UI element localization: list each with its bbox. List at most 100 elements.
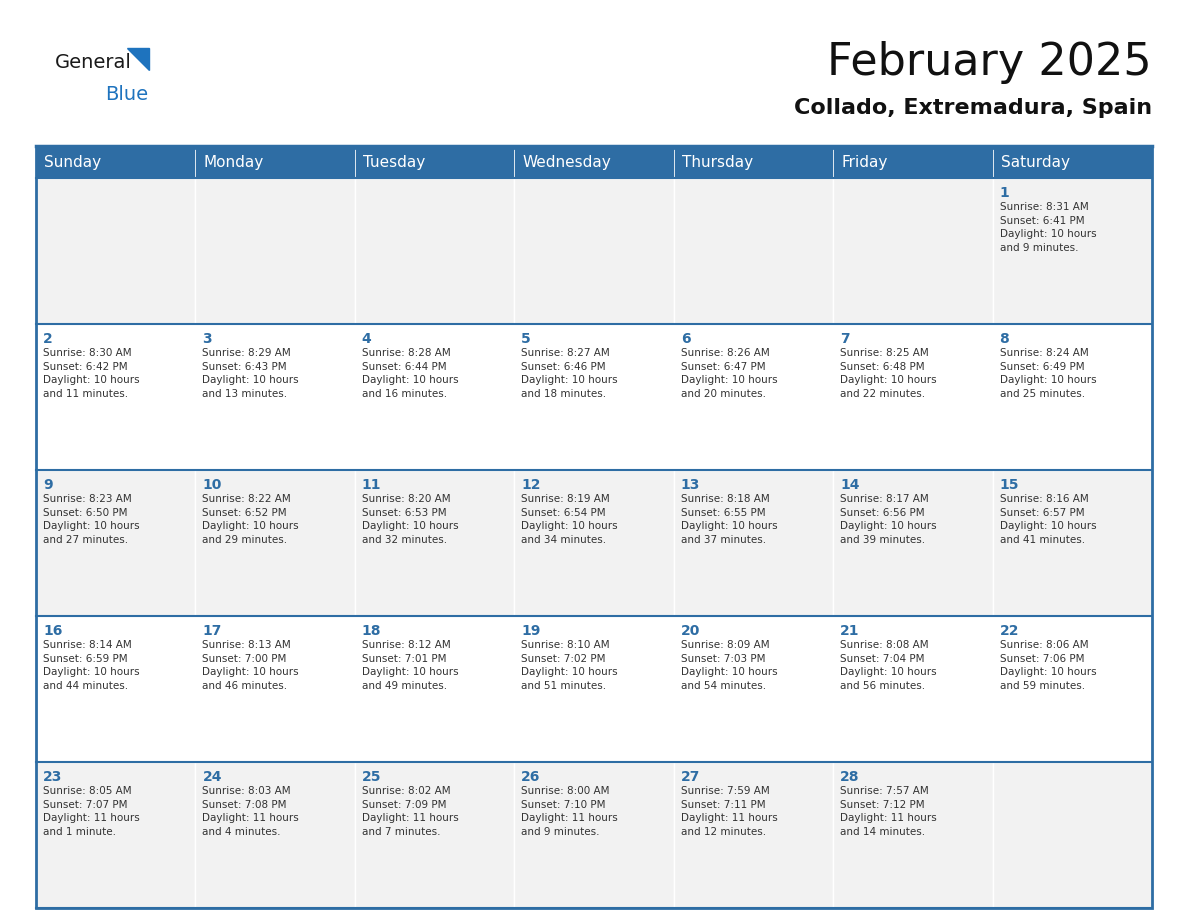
- Text: Monday: Monday: [203, 155, 264, 171]
- Bar: [833, 470, 992, 616]
- Text: Collado, Extremadura, Spain: Collado, Extremadura, Spain: [794, 98, 1152, 118]
- Text: 9: 9: [43, 478, 52, 492]
- Text: 6: 6: [681, 332, 690, 346]
- Text: 12: 12: [522, 478, 541, 492]
- Bar: [196, 616, 355, 762]
- Text: Sunrise: 8:27 AM
Sunset: 6:46 PM
Daylight: 10 hours
and 18 minutes.: Sunrise: 8:27 AM Sunset: 6:46 PM Dayligh…: [522, 348, 618, 398]
- Bar: [514, 324, 674, 470]
- Text: 16: 16: [43, 624, 63, 638]
- Bar: [355, 616, 514, 762]
- Bar: [674, 148, 833, 178]
- Text: February 2025: February 2025: [827, 40, 1152, 84]
- Text: Sunrise: 8:23 AM
Sunset: 6:50 PM
Daylight: 10 hours
and 27 minutes.: Sunrise: 8:23 AM Sunset: 6:50 PM Dayligh…: [43, 494, 140, 544]
- Bar: [514, 470, 674, 616]
- Text: Sunrise: 8:13 AM
Sunset: 7:00 PM
Daylight: 10 hours
and 46 minutes.: Sunrise: 8:13 AM Sunset: 7:00 PM Dayligh…: [202, 640, 299, 691]
- Text: 25: 25: [362, 770, 381, 784]
- Text: 20: 20: [681, 624, 700, 638]
- Text: 18: 18: [362, 624, 381, 638]
- Bar: [992, 148, 1152, 178]
- Text: 14: 14: [840, 478, 860, 492]
- Text: Sunrise: 8:17 AM
Sunset: 6:56 PM
Daylight: 10 hours
and 39 minutes.: Sunrise: 8:17 AM Sunset: 6:56 PM Dayligh…: [840, 494, 937, 544]
- Text: Sunrise: 8:22 AM
Sunset: 6:52 PM
Daylight: 10 hours
and 29 minutes.: Sunrise: 8:22 AM Sunset: 6:52 PM Dayligh…: [202, 494, 299, 544]
- Bar: [674, 324, 833, 470]
- Bar: [355, 148, 514, 178]
- Bar: [992, 178, 1152, 324]
- Bar: [833, 148, 992, 178]
- Text: Sunrise: 8:10 AM
Sunset: 7:02 PM
Daylight: 10 hours
and 51 minutes.: Sunrise: 8:10 AM Sunset: 7:02 PM Dayligh…: [522, 640, 618, 691]
- Bar: [833, 178, 992, 324]
- Bar: [196, 470, 355, 616]
- Text: Sunrise: 8:02 AM
Sunset: 7:09 PM
Daylight: 11 hours
and 7 minutes.: Sunrise: 8:02 AM Sunset: 7:09 PM Dayligh…: [362, 786, 459, 837]
- Bar: [196, 762, 355, 908]
- Text: 19: 19: [522, 624, 541, 638]
- Text: Blue: Blue: [105, 84, 148, 104]
- Bar: [514, 616, 674, 762]
- Bar: [36, 178, 196, 324]
- Text: 27: 27: [681, 770, 700, 784]
- Bar: [196, 148, 355, 178]
- Text: Sunrise: 8:20 AM
Sunset: 6:53 PM
Daylight: 10 hours
and 32 minutes.: Sunrise: 8:20 AM Sunset: 6:53 PM Dayligh…: [362, 494, 459, 544]
- Text: Wednesday: Wednesday: [523, 155, 611, 171]
- Text: 10: 10: [202, 478, 222, 492]
- Text: 22: 22: [999, 624, 1019, 638]
- Bar: [514, 178, 674, 324]
- Text: Sunrise: 8:06 AM
Sunset: 7:06 PM
Daylight: 10 hours
and 59 minutes.: Sunrise: 8:06 AM Sunset: 7:06 PM Dayligh…: [999, 640, 1097, 691]
- Text: Sunrise: 8:00 AM
Sunset: 7:10 PM
Daylight: 11 hours
and 9 minutes.: Sunrise: 8:00 AM Sunset: 7:10 PM Dayligh…: [522, 786, 618, 837]
- Text: Sunrise: 8:31 AM
Sunset: 6:41 PM
Daylight: 10 hours
and 9 minutes.: Sunrise: 8:31 AM Sunset: 6:41 PM Dayligh…: [999, 202, 1097, 252]
- Bar: [674, 616, 833, 762]
- Bar: [992, 762, 1152, 908]
- Bar: [36, 148, 1152, 908]
- Bar: [833, 324, 992, 470]
- Bar: [833, 762, 992, 908]
- Text: Sunrise: 8:03 AM
Sunset: 7:08 PM
Daylight: 11 hours
and 4 minutes.: Sunrise: 8:03 AM Sunset: 7:08 PM Dayligh…: [202, 786, 299, 837]
- Text: Sunrise: 8:05 AM
Sunset: 7:07 PM
Daylight: 11 hours
and 1 minute.: Sunrise: 8:05 AM Sunset: 7:07 PM Dayligh…: [43, 786, 140, 837]
- Text: Friday: Friday: [841, 155, 887, 171]
- Bar: [36, 762, 196, 908]
- Bar: [992, 616, 1152, 762]
- Text: 26: 26: [522, 770, 541, 784]
- Text: 23: 23: [43, 770, 63, 784]
- Text: Sunrise: 8:16 AM
Sunset: 6:57 PM
Daylight: 10 hours
and 41 minutes.: Sunrise: 8:16 AM Sunset: 6:57 PM Dayligh…: [999, 494, 1097, 544]
- Text: Sunday: Sunday: [44, 155, 101, 171]
- Bar: [833, 616, 992, 762]
- Text: 7: 7: [840, 332, 849, 346]
- Text: 28: 28: [840, 770, 860, 784]
- Bar: [196, 324, 355, 470]
- Text: Sunrise: 8:09 AM
Sunset: 7:03 PM
Daylight: 10 hours
and 54 minutes.: Sunrise: 8:09 AM Sunset: 7:03 PM Dayligh…: [681, 640, 777, 691]
- Text: Saturday: Saturday: [1000, 155, 1069, 171]
- Text: Sunrise: 8:18 AM
Sunset: 6:55 PM
Daylight: 10 hours
and 37 minutes.: Sunrise: 8:18 AM Sunset: 6:55 PM Dayligh…: [681, 494, 777, 544]
- Text: 11: 11: [362, 478, 381, 492]
- Bar: [355, 324, 514, 470]
- Text: Sunrise: 7:57 AM
Sunset: 7:12 PM
Daylight: 11 hours
and 14 minutes.: Sunrise: 7:57 AM Sunset: 7:12 PM Dayligh…: [840, 786, 937, 837]
- Text: 8: 8: [999, 332, 1010, 346]
- Bar: [36, 324, 196, 470]
- Text: Sunrise: 8:08 AM
Sunset: 7:04 PM
Daylight: 10 hours
and 56 minutes.: Sunrise: 8:08 AM Sunset: 7:04 PM Dayligh…: [840, 640, 937, 691]
- Bar: [36, 148, 196, 178]
- Text: 1: 1: [999, 186, 1010, 200]
- Text: 5: 5: [522, 332, 531, 346]
- Text: 2: 2: [43, 332, 52, 346]
- Text: Thursday: Thursday: [682, 155, 753, 171]
- Text: 21: 21: [840, 624, 860, 638]
- Text: Sunrise: 8:12 AM
Sunset: 7:01 PM
Daylight: 10 hours
and 49 minutes.: Sunrise: 8:12 AM Sunset: 7:01 PM Dayligh…: [362, 640, 459, 691]
- Text: General: General: [55, 52, 132, 72]
- Text: 24: 24: [202, 770, 222, 784]
- Bar: [674, 470, 833, 616]
- Bar: [514, 148, 674, 178]
- Text: 3: 3: [202, 332, 211, 346]
- Text: Sunrise: 8:28 AM
Sunset: 6:44 PM
Daylight: 10 hours
and 16 minutes.: Sunrise: 8:28 AM Sunset: 6:44 PM Dayligh…: [362, 348, 459, 398]
- Text: 17: 17: [202, 624, 222, 638]
- Text: Sunrise: 8:24 AM
Sunset: 6:49 PM
Daylight: 10 hours
and 25 minutes.: Sunrise: 8:24 AM Sunset: 6:49 PM Dayligh…: [999, 348, 1097, 398]
- Text: Sunrise: 8:29 AM
Sunset: 6:43 PM
Daylight: 10 hours
and 13 minutes.: Sunrise: 8:29 AM Sunset: 6:43 PM Dayligh…: [202, 348, 299, 398]
- Text: Sunrise: 7:59 AM
Sunset: 7:11 PM
Daylight: 11 hours
and 12 minutes.: Sunrise: 7:59 AM Sunset: 7:11 PM Dayligh…: [681, 786, 777, 837]
- Bar: [36, 470, 196, 616]
- Text: Sunrise: 8:26 AM
Sunset: 6:47 PM
Daylight: 10 hours
and 20 minutes.: Sunrise: 8:26 AM Sunset: 6:47 PM Dayligh…: [681, 348, 777, 398]
- Text: Sunrise: 8:14 AM
Sunset: 6:59 PM
Daylight: 10 hours
and 44 minutes.: Sunrise: 8:14 AM Sunset: 6:59 PM Dayligh…: [43, 640, 140, 691]
- Bar: [355, 762, 514, 908]
- Bar: [36, 616, 196, 762]
- Text: Tuesday: Tuesday: [362, 155, 425, 171]
- Bar: [355, 470, 514, 616]
- Bar: [196, 178, 355, 324]
- Text: Sunrise: 8:19 AM
Sunset: 6:54 PM
Daylight: 10 hours
and 34 minutes.: Sunrise: 8:19 AM Sunset: 6:54 PM Dayligh…: [522, 494, 618, 544]
- Text: Sunrise: 8:30 AM
Sunset: 6:42 PM
Daylight: 10 hours
and 11 minutes.: Sunrise: 8:30 AM Sunset: 6:42 PM Dayligh…: [43, 348, 140, 398]
